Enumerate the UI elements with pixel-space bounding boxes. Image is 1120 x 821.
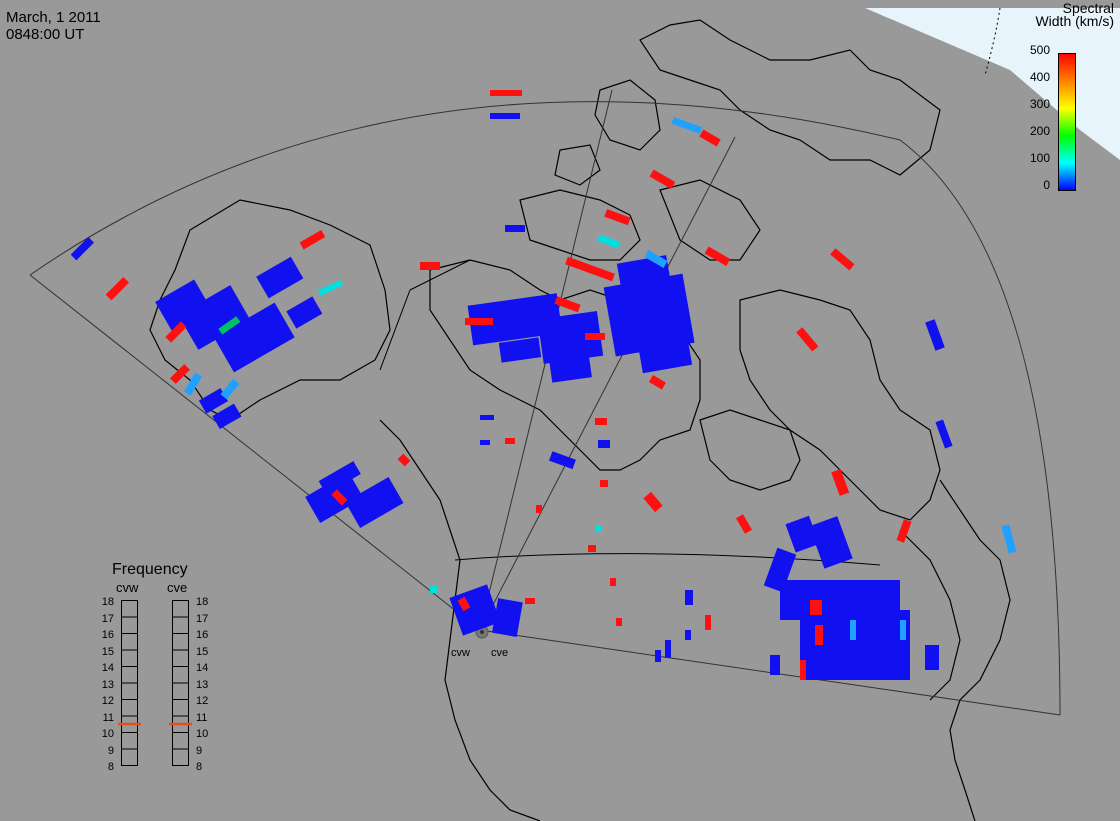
coastlines xyxy=(149,19,1011,821)
colorbar-tick: 400 xyxy=(1029,70,1050,84)
frequency-level-label: 14 xyxy=(101,662,114,674)
frequency-level-label: 17 xyxy=(196,612,209,625)
frequency-level-label: 14 xyxy=(196,662,209,674)
terminator-line xyxy=(984,7,1001,76)
frequency-level-label: 12 xyxy=(196,695,209,707)
frequency-radar-east: cve xyxy=(167,580,188,595)
colorbar-tick: 200 xyxy=(1029,124,1050,138)
frequency-level-label: 13 xyxy=(196,678,209,691)
frequency-level-label: 18 xyxy=(196,596,209,608)
radar-label-east: cve xyxy=(491,647,509,659)
frequency-level-label: 15 xyxy=(101,645,114,658)
colorbar xyxy=(1058,53,1076,191)
colorbar-title: Spectral xyxy=(1062,0,1114,16)
radar-label-west: cvw xyxy=(451,647,470,659)
colorbar-tick: 500 xyxy=(1029,43,1050,57)
frequency-level-label: 9 xyxy=(107,744,114,757)
frequency-title: Frequency xyxy=(112,561,188,578)
colorbar-tick: 100 xyxy=(1029,151,1050,165)
boundary-lines xyxy=(379,259,881,566)
colorbar-subtitle: Width (km/s) xyxy=(1035,13,1114,29)
frequency-level-label: 12 xyxy=(101,695,114,707)
frequency-level-label: 16 xyxy=(196,629,209,641)
frequency-level-label: 11 xyxy=(102,711,114,724)
frequency-level-label: 10 xyxy=(196,728,209,740)
frequency-level-label: 13 xyxy=(101,678,114,691)
frequency-level-label: 9 xyxy=(196,744,203,757)
frequency-level-label: 11 xyxy=(196,711,208,724)
frequency-level-label: 10 xyxy=(101,728,114,740)
radar-site-dot xyxy=(480,630,484,634)
frequency-level-label: 8 xyxy=(196,761,203,773)
colorbar-tick: 300 xyxy=(1029,97,1050,111)
frequency-level-label: 17 xyxy=(101,612,114,625)
date-label: March, 1 2011 xyxy=(6,9,101,26)
sunlit-region xyxy=(865,8,1120,160)
time-label: 0848:00 UT xyxy=(6,26,85,43)
colorbar-tick: 0 xyxy=(1043,178,1050,192)
frequency-level-label: 8 xyxy=(107,761,114,773)
frequency-level-label: 15 xyxy=(196,645,209,658)
echo-cells xyxy=(70,90,1017,680)
frequency-level-label: 18 xyxy=(101,596,114,608)
frequency-radar-west: cvw xyxy=(116,580,139,595)
frequency-gauges xyxy=(118,600,192,766)
frequency-level-label: 16 xyxy=(101,629,114,641)
